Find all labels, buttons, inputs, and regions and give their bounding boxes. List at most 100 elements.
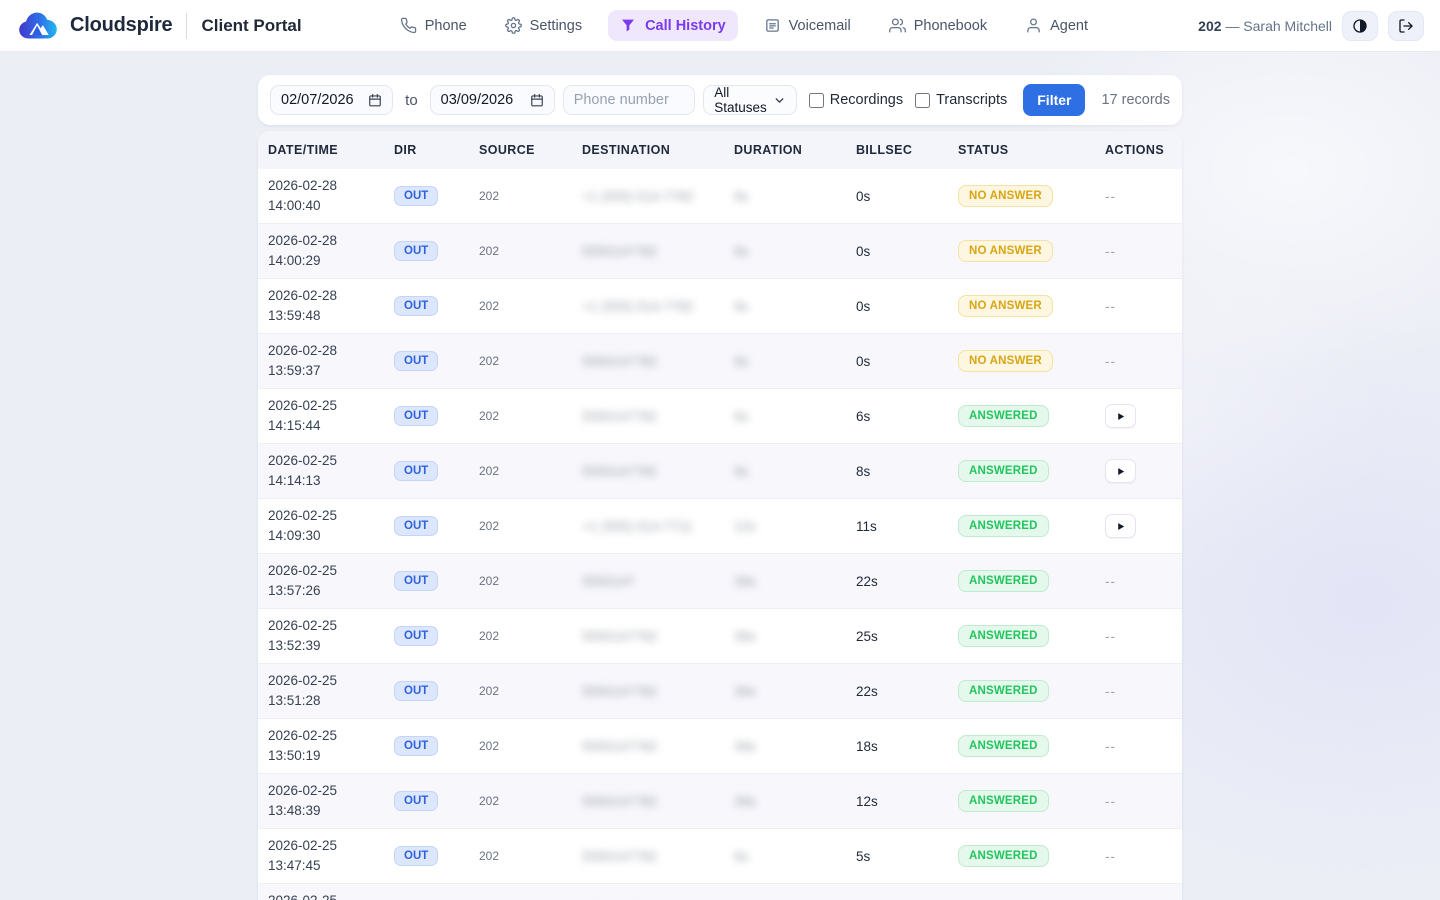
cell-direction: OUT [394, 406, 479, 426]
table-row[interactable]: 2026-02-25 14:14:13 OUT 202 5550147782 9… [258, 444, 1182, 499]
cell-billsec: 18s [856, 738, 878, 754]
agent-icon [1025, 17, 1042, 34]
duration-masked-value: 9s [734, 353, 749, 369]
transcripts-filter[interactable]: Transcripts [915, 92, 1007, 108]
recordings-filter[interactable]: Recordings [808, 92, 904, 108]
cell-actions: -- [1105, 849, 1182, 864]
cell-datetime: 2026-02-28 13:59:48 [268, 288, 338, 323]
table-row[interactable]: 2026-02-25 13:47:45 OUT 202 5550147782 9… [258, 829, 1182, 884]
table-row[interactable]: 2026-02-25 13:51:28 OUT 202 5550147782 3… [258, 664, 1182, 719]
table-row[interactable]: 2026-02-25 13:50:19 OUT 202 5550147782 3… [258, 719, 1182, 774]
cell-direction: OUT [394, 296, 479, 316]
status-badge: ANSWERED [958, 625, 1049, 647]
status-select[interactable]: All Statuses [703, 85, 797, 115]
play-recording-button[interactable] [1105, 459, 1136, 483]
recordings-checkbox[interactable] [808, 92, 824, 108]
calendar-icon[interactable] [530, 93, 544, 107]
cell-source: 202 [479, 519, 500, 533]
brand-name: Cloudspire [70, 14, 173, 36]
direction-badge: OUT [394, 461, 439, 481]
top-navbar: Cloudspire Client Portal Phone Settings Ca… [0, 0, 1440, 52]
page-title: Client Portal [201, 15, 302, 35]
cell-duration: 9s [734, 409, 856, 424]
cell-actions [1105, 514, 1182, 538]
destination-masked-value: 5550147782 [582, 848, 658, 864]
column-header-billsec: BILLSEC [856, 143, 913, 157]
records-count: 17 records [1101, 92, 1170, 108]
destination-masked-value: +1 (555) 014-7782 [582, 188, 694, 204]
table-row[interactable]: 2026-02-25 13:48:39 OUT 202 5550147782 3… [258, 774, 1182, 829]
filter-button[interactable]: Filter [1023, 84, 1086, 116]
cell-actions: -- [1105, 354, 1182, 369]
table-row[interactable]: 2026-02-28 14:00:40 OUT 202 +1 (555) 014… [258, 169, 1182, 224]
status-badge: ANSWERED [958, 680, 1049, 702]
cell-direction: OUT [394, 461, 479, 481]
direction-badge: OUT [394, 351, 439, 371]
nav-item-agent[interactable]: Agent [1013, 10, 1100, 41]
destination-masked-value: 5550147782 [582, 738, 658, 754]
cell-billsec: 0s [856, 353, 871, 369]
status-badge: ANSWERED [958, 735, 1049, 757]
cell-direction: OUT [394, 351, 479, 371]
cell-duration: 9s [734, 849, 856, 864]
no-action-placeholder: -- [1105, 188, 1116, 204]
calendar-icon[interactable] [368, 93, 382, 107]
nav-item-voicemail[interactable]: Voicemail [752, 10, 863, 41]
cell-actions: -- [1105, 189, 1182, 204]
play-icon [1115, 466, 1126, 477]
date-to-input[interactable]: 03/09/2026 [429, 85, 555, 115]
cell-direction: OUT [394, 571, 479, 591]
duration-masked-value: 9s [734, 188, 749, 204]
transcripts-checkbox[interactable] [915, 92, 931, 108]
nav-item-call-history[interactable]: Call History [608, 10, 738, 41]
theme-toggle-button[interactable] [1342, 10, 1378, 41]
duration-masked-value: 39s [734, 738, 756, 754]
user-name: Sarah Mitchell [1243, 17, 1332, 34]
nav-item-label: Voicemail [788, 17, 851, 34]
cell-direction: OUT [394, 241, 479, 261]
cell-duration: 39s [734, 739, 856, 754]
nav-item-settings[interactable]: Settings [493, 10, 594, 41]
cell-actions [1105, 404, 1182, 428]
table-row[interactable]: 2026-02-25 13:52:39 OUT 202 5550147782 3… [258, 609, 1182, 664]
table-row[interactable]: 2026-02-25 14:15:44 OUT 202 5550147782 9… [258, 389, 1182, 444]
table-row[interactable]: 2026-02-25 14:09:30 OUT 202 +1 (555) 014… [258, 499, 1182, 554]
recordings-label: Recordings [829, 92, 904, 108]
cell-destination: +1 (555) 014-7782 [582, 299, 734, 314]
user-separator: — [1225, 17, 1240, 34]
cell-source: 202 [479, 849, 500, 863]
cell-billsec: 11s [856, 518, 877, 534]
table-row[interactable]: 2026-02-25 13:45:02 OUT 202 5550147782 3… [258, 884, 1182, 900]
cell-direction: OUT [394, 186, 479, 206]
cell-status: NO ANSWER [958, 240, 1105, 262]
user-block: 202 — Sarah Mitchell [1198, 10, 1424, 41]
column-header-date-time: DATE/TIME [268, 143, 339, 157]
cell-duration: 39s [734, 684, 856, 699]
nav-item-phonebook[interactable]: Phonebook [877, 10, 999, 41]
voicemail-icon [764, 17, 781, 34]
table-row[interactable]: 2026-02-28 13:59:37 OUT 202 5550147782 9… [258, 334, 1182, 389]
phone-number-input[interactable]: Phone number [562, 85, 696, 115]
table-row[interactable]: 2026-02-28 14:00:29 OUT 202 5550147782 9… [258, 224, 1182, 279]
cell-source: 202 [479, 574, 500, 588]
nav-item-phone[interactable]: Phone [388, 10, 479, 41]
play-recording-button[interactable] [1105, 514, 1136, 538]
cell-actions: -- [1105, 629, 1182, 644]
cell-duration: 12s [734, 519, 856, 534]
phonebook-icon [888, 17, 906, 34]
cell-source: 202 [479, 354, 500, 368]
play-icon [1115, 521, 1126, 532]
direction-badge: OUT [394, 626, 439, 646]
date-from-input[interactable]: 02/07/2026 [270, 85, 394, 115]
play-recording-button[interactable] [1105, 404, 1136, 428]
logout-button[interactable] [1388, 10, 1424, 41]
cell-destination: 5550147782 [582, 354, 734, 369]
status-badge: ANSWERED [958, 460, 1049, 482]
cell-source: 202 [479, 189, 500, 203]
column-header-status: STATUS [958, 143, 1009, 157]
direction-badge: OUT [394, 406, 439, 426]
table-row[interactable]: 2026-02-28 13:59:48 OUT 202 +1 (555) 014… [258, 279, 1182, 334]
duration-masked-value: 12s [734, 518, 756, 534]
table-row[interactable]: 2026-02-25 13:57:26 OUT 202 5550147 39s … [258, 554, 1182, 609]
table-header-row: DATE/TIME DIR SOURCE DESTINATION DURATION BIL… [258, 131, 1182, 169]
